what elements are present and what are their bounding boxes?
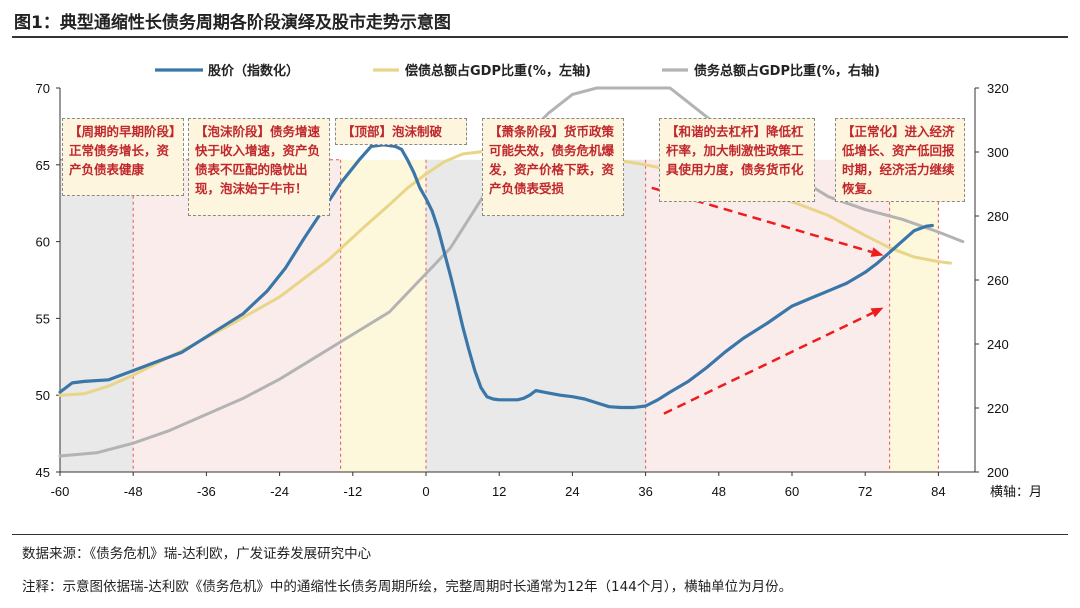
- x-tick-label: 36: [638, 484, 652, 499]
- y-right-tick-label: 240: [987, 337, 1009, 352]
- x-tick-label: 0: [422, 484, 429, 499]
- phase-annotation-6: 【正常化】进入经济低增长、资产低回报时期，经济活力继续恢复。: [835, 118, 965, 202]
- shade-band-5: [645, 159, 890, 473]
- x-tick-label: -36: [197, 484, 216, 499]
- y-right-tick-label: 260: [987, 273, 1009, 288]
- shade-band-6: [889, 159, 939, 473]
- y-left-tick-label: 65: [36, 158, 50, 173]
- y-left-tick-label: 55: [36, 311, 50, 326]
- y-left-tick-label: 50: [36, 388, 50, 403]
- legend-label-3: 债务总额占GDP比重(%，右轴): [694, 63, 880, 79]
- x-tick-label: -24: [270, 484, 289, 499]
- phase-annotation-5: 【和谐的去杠杆】降低杠杆率，加大制激性政策工具使用力度，债务货币化: [659, 118, 815, 202]
- y-right-tick-label: 300: [987, 145, 1009, 160]
- data-source: 数据来源：《债务危机》瑞-达利欧，广发证券发展研究中心: [22, 546, 372, 562]
- y-right-tick-label: 200: [987, 465, 1009, 480]
- x-tick-label: 72: [858, 484, 872, 499]
- figure-title: 图1：典型通缩性长债务周期各阶段演绎及股市走势示意图: [14, 13, 451, 33]
- y-right-tick-label: 220: [987, 401, 1009, 416]
- x-tick-label: 12: [492, 484, 506, 499]
- top-rule: [12, 36, 1068, 38]
- legend-label-2: 偿债总额占GDP比重(%，左轴): [405, 63, 591, 79]
- y-right-tick-label: 280: [987, 209, 1009, 224]
- bottom-rule: [12, 534, 1068, 535]
- legend-label-1: 股价（指数化）: [208, 63, 299, 79]
- x-axis-title: 横轴：月: [990, 484, 1042, 499]
- x-tick-label: 84: [931, 484, 945, 499]
- phase-annotation-4: 【萧条阶段】货币政策可能失效，债务危机爆发，资产价格下跌，资产负债表受损: [482, 118, 624, 216]
- x-tick-label: 24: [565, 484, 579, 499]
- phase-annotation-2: 【泡沫阶段】债务增速快于收入增速，资产负债表不匹配的隐忧出现，泡沫始于牛市！: [188, 118, 330, 216]
- x-tick-label: 60: [785, 484, 799, 499]
- trend-arrow-2: [663, 311, 874, 415]
- y-left-tick-label: 45: [36, 465, 50, 480]
- phase-annotation-1: 【周期的早期阶段】正常债务增长，资产负债表健康: [62, 118, 184, 196]
- series-line-1: [58, 143, 934, 410]
- y-left-tick-label: 70: [36, 81, 50, 96]
- y-right-tick-label: 320: [987, 81, 1009, 96]
- trend-arrowhead-1: [870, 247, 884, 257]
- footnote: 注释：示意图依据瑞-达利欧《债务危机》中的通缩性长债务周期所绘，完整周期时长通常…: [22, 579, 793, 595]
- x-tick-label: -12: [343, 484, 362, 499]
- x-tick-label: 48: [712, 484, 726, 499]
- y-left-tick-label: 60: [36, 235, 50, 250]
- trend-arrowhead-2: [870, 307, 884, 318]
- x-tick-label: -60: [51, 484, 70, 499]
- x-tick-label: -48: [124, 484, 143, 499]
- shade-band-1: [60, 159, 134, 473]
- phase-annotation-3: 【顶部】泡沫制破: [335, 118, 467, 145]
